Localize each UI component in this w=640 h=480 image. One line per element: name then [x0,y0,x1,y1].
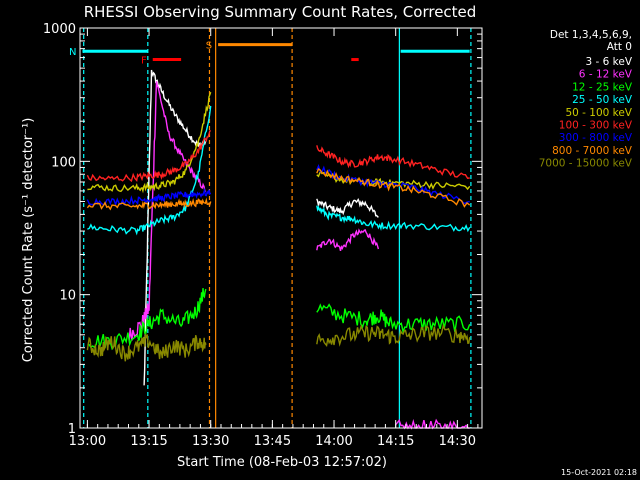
legend-entry-0: 3 - 6 keV [585,56,632,68]
series-line-7-seg-1 [316,167,471,208]
series-line-0-seg-0 [143,69,207,386]
series-line-8-seg-1 [316,323,471,347]
legend-entry-5: 100 - 300 keV [559,120,633,132]
legend-header-0: Det 1,3,4,5,6,9, [550,29,632,41]
legend-entry-1: 6 - 12 keV [579,69,633,81]
series-line-2-seg-0 [87,288,207,351]
series-line-7-seg-0 [86,197,212,211]
series-line-0-seg-1 [316,197,379,218]
flag-label-1: N [69,47,76,58]
legend-entry-7: 800 - 7000 keV [552,145,633,157]
series-line-2-seg-1 [316,303,471,335]
legend-entry-3: 25 - 50 keV [572,94,633,106]
x-tick-label-3: 13:45 [254,434,291,449]
series-line-1-seg-1 [316,228,380,252]
y-tick-label-0: 1 [68,422,76,437]
legend-entry-2: 12 - 25 keV [572,81,633,93]
flag-label-2: S [206,41,212,52]
x-tick-label-2: 13:30 [192,434,229,449]
series-line-3-seg-1 [316,205,471,233]
axes-frame: 13:00 13:15 13:30 13:45 14:00 14:15 14:30 1 10 10… [43,22,483,449]
plot-area: F N S [69,28,472,431]
plot-frame [79,27,483,429]
series-line-5-seg-1 [316,145,470,179]
series-line-8-seg-0 [86,332,207,362]
y-tick-label-2: 100 [51,155,76,170]
y-tick-label-1: 10 [59,289,76,304]
footer-timestamp: 15-Oct-2021 02:18 [561,468,637,477]
flag-label-0: F [141,56,147,67]
y-axis-label: Corrected Count Rate (s⁻¹ detector⁻¹) [21,118,36,363]
series-line-4-seg-0 [87,91,212,194]
legend-header-1: Att 0 [607,41,632,53]
legend-entry-6: 300 - 800 keV [559,132,633,144]
series-line-3-seg-0 [87,105,212,236]
x-tick-label-5: 14:15 [377,434,414,449]
chart-title: RHESSI Observing Summary Count Rates, Co… [84,3,477,21]
y-tick-label-3: 1000 [43,22,76,37]
x-tick-label-4: 14:00 [315,434,352,449]
series-line-1-seg-0 [128,81,207,341]
legend-entry-4: 50 - 100 keV [565,107,632,119]
x-tick-label-6: 14:30 [439,434,476,449]
legend-entry-8: 7000 - 15000 keV [539,158,633,170]
series-line-5-seg-0 [86,129,211,183]
x-axis-label: Start Time (08-Feb-03 12:57:02) [177,455,387,470]
x-tick-label-0: 13:00 [69,434,106,449]
x-tick-label-1: 13:15 [130,434,167,449]
